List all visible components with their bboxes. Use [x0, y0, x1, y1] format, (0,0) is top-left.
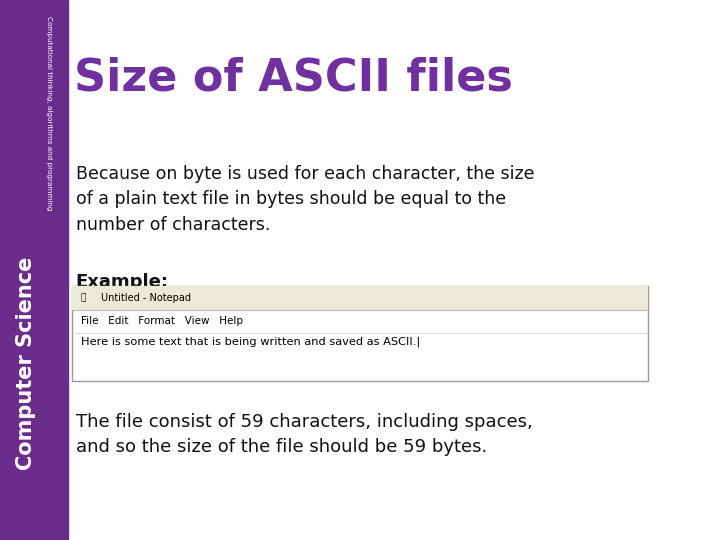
Bar [72, 286, 648, 310]
Bar [72, 286, 648, 381]
Text: Untitled - Notepad: Untitled - Notepad [101, 293, 191, 303]
Text: File   Edit   Format   View   Help: File Edit Format View Help [81, 316, 243, 326]
Text: 📄: 📄 [81, 294, 86, 302]
Text: Because on byte is used for each character, the size
of a plain text file in byt: Because on byte is used for each charact… [76, 165, 534, 234]
Text: Computer Science: Computer Science [16, 256, 36, 470]
Bar [0, 0, 68, 540]
Text: Size of ASCII files: Size of ASCII files [74, 57, 513, 100]
Text: Example:: Example: [76, 273, 168, 291]
Text: Computational thinking, algorithms and programming: Computational thinking, algorithms and p… [46, 16, 52, 211]
Text: The file consist of 59 characters, including spaces,
and so the size of the file: The file consist of 59 characters, inclu… [76, 413, 532, 456]
Text: Here is some text that is being written and saved as ASCII.|: Here is some text that is being written … [81, 337, 420, 347]
